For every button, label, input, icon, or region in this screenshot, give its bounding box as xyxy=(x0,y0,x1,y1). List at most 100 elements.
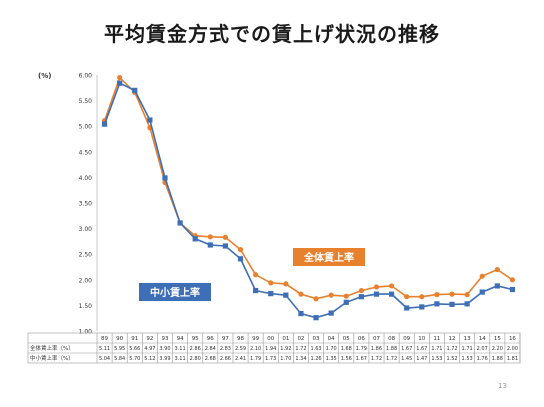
series-line-small-medium xyxy=(103,82,513,319)
data-table-value: 1.56 xyxy=(341,356,352,362)
data-point xyxy=(207,234,213,240)
x-tick-label: 13 xyxy=(464,336,471,342)
data-point xyxy=(373,284,380,290)
x-tick-label: 01 xyxy=(282,336,289,342)
data-point xyxy=(388,283,395,289)
data-table-value: 5.66 xyxy=(129,346,140,352)
data-point xyxy=(358,287,364,294)
data-table-value: 1.47 xyxy=(416,356,427,362)
x-tick-label: 16 xyxy=(509,336,516,342)
data-table-value: 5.84 xyxy=(114,356,125,362)
data-table-value: 1.72 xyxy=(371,356,382,362)
data-table-value: 1.70 xyxy=(326,346,337,352)
data-point xyxy=(117,80,123,86)
data-point xyxy=(479,273,485,279)
data-table-value: 1.53 xyxy=(431,356,442,362)
data-point xyxy=(162,175,168,181)
data-table-value: 1.34 xyxy=(295,356,306,362)
y-tick-label: 5.50 xyxy=(79,98,93,105)
data-table-value: 1.53 xyxy=(462,356,473,362)
annotation-box-overall xyxy=(293,248,365,266)
data-point xyxy=(343,293,349,299)
data-point xyxy=(419,304,425,310)
data-table-value: 5.70 xyxy=(129,356,140,362)
data-point xyxy=(283,281,289,287)
y-tick-label: 1.50 xyxy=(79,303,93,310)
data-point xyxy=(268,291,274,297)
data-table-value: 1.92 xyxy=(280,346,291,352)
x-tick-label: 09 xyxy=(403,336,410,342)
data-table-value: 5.95 xyxy=(114,346,125,352)
data-point xyxy=(343,299,349,305)
annotation-box-small-medium xyxy=(139,283,211,301)
y-tick-label: 6.00 xyxy=(79,73,93,80)
x-tick-label: 11 xyxy=(433,336,440,342)
data-table-value: 1.71 xyxy=(431,346,442,352)
data-table-value: 1.88 xyxy=(386,346,397,352)
data-point xyxy=(192,236,198,242)
x-tick-label: 96 xyxy=(207,336,214,342)
data-point xyxy=(509,286,516,293)
x-tick-label: 06 xyxy=(358,336,365,342)
data-table-value: 1.67 xyxy=(401,346,412,352)
x-tick-label: 08 xyxy=(388,336,395,342)
data-point xyxy=(388,291,395,297)
x-tick-label: 93 xyxy=(161,336,168,342)
data-point xyxy=(464,292,470,298)
x-tick-label: 02 xyxy=(297,336,304,342)
y-axis-label: (%) xyxy=(38,72,51,80)
x-tick-label: 94 xyxy=(177,336,184,342)
y-tick-label: 4.50 xyxy=(79,149,93,156)
y-tick-label: 5.00 xyxy=(79,124,93,131)
data-table-value: 2.00 xyxy=(507,346,518,352)
data-table-value: 1.70 xyxy=(280,356,291,362)
y-tick-label: 2.00 xyxy=(79,277,93,284)
y-tick-label: 2.50 xyxy=(79,252,93,259)
data-table-value: 1.76 xyxy=(477,356,488,362)
data-table-value: 2.07 xyxy=(477,346,488,352)
data-table-value: 1.73 xyxy=(265,356,276,362)
data-point xyxy=(464,301,470,307)
data-table-value: 2.83 xyxy=(220,346,231,352)
x-tick-label: 91 xyxy=(131,336,138,342)
x-tick-label: 90 xyxy=(116,336,123,342)
data-table-value: 1.68 xyxy=(341,346,352,352)
data-table-value: 1.45 xyxy=(401,356,412,362)
data-table-value: 5.11 xyxy=(99,346,110,352)
data-point xyxy=(117,74,123,81)
annotation-label-small-medium: 中小賃上率 xyxy=(150,286,200,299)
data-table-value: 2.86 xyxy=(190,346,201,352)
data-table-value: 2.66 xyxy=(220,356,231,362)
data-point xyxy=(494,266,500,273)
data-table-value: 1.86 xyxy=(371,346,382,352)
data-table-value: 1.81 xyxy=(507,356,518,362)
data-point xyxy=(313,296,319,302)
data-point xyxy=(147,117,153,123)
x-tick-label: 03 xyxy=(313,336,320,342)
data-table-value: 5.04 xyxy=(99,356,110,362)
data-point xyxy=(313,315,319,321)
data-table-series-label: 中小賃上率（%） xyxy=(30,354,74,362)
data-table-value: 2.20 xyxy=(492,346,503,352)
data-table-series-label: 全体賃上率（%） xyxy=(30,344,74,352)
y-tick-label: 3.50 xyxy=(79,201,93,208)
data-point xyxy=(101,121,108,127)
data-table-value: 2.80 xyxy=(190,356,201,362)
data-point xyxy=(358,294,364,300)
x-tick-label: 07 xyxy=(373,336,380,342)
x-tick-label: 98 xyxy=(237,336,244,342)
data-table-value: 1.67 xyxy=(416,346,427,352)
data-table-value: 2.59 xyxy=(235,346,246,352)
data-point xyxy=(177,220,183,226)
data-point xyxy=(434,301,440,307)
data-table-value: 4.97 xyxy=(144,346,155,352)
data-point xyxy=(298,310,304,317)
x-tick-label: 04 xyxy=(328,336,335,342)
x-tick-label: 14 xyxy=(479,336,486,342)
x-tick-label: 00 xyxy=(267,336,274,342)
data-point xyxy=(328,292,334,298)
data-point xyxy=(237,246,244,253)
y-tick-label: 1.00 xyxy=(79,329,93,336)
data-point xyxy=(419,294,425,300)
